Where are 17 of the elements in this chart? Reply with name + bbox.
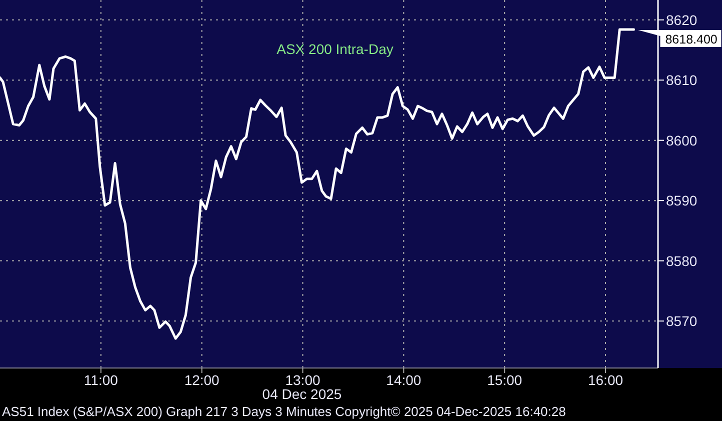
y-tick-label: 8590 xyxy=(666,192,698,209)
x-tick-label: 16:00 xyxy=(588,372,624,388)
y-tick-label: 8610 xyxy=(666,72,698,88)
y-tick-label: 8600 xyxy=(666,132,698,148)
x-tick-label: 11:00 xyxy=(84,372,118,388)
annotation: 8618.400 xyxy=(664,32,718,46)
x-tick-label: 14:00 xyxy=(386,372,422,388)
text: ASX 200 Intra-Day xyxy=(276,41,394,57)
line-series xyxy=(0,28,636,340)
y-tick-label: 8580 xyxy=(666,252,698,269)
text: AS51 Index (S&P/ASX 200) Graph 217 3 Days 3 Minutes Copyright© 2025 04-Dec-2025 16:40:28 xyxy=(2,404,566,419)
x-axis-title: 04 Dec 2025 xyxy=(261,386,343,402)
y-tick-label: 8570 xyxy=(666,312,698,329)
x-tick-label: 15:00 xyxy=(487,372,522,388)
y-tick-label: 8620 xyxy=(666,12,698,28)
x-tick-label: 13:00 xyxy=(285,372,320,388)
x-tick-label: 12:00 xyxy=(184,372,220,388)
